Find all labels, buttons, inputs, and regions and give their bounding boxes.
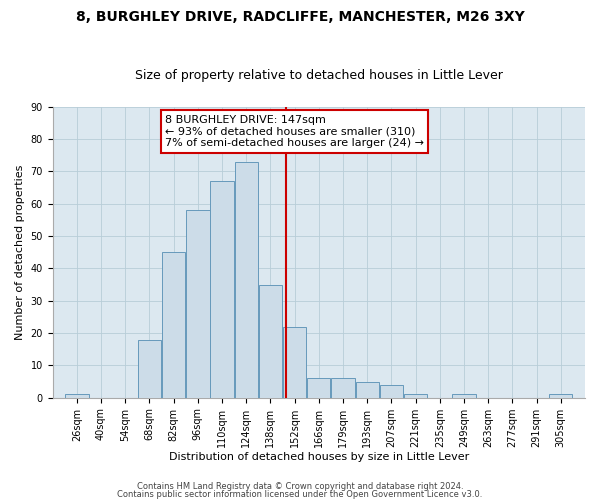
Bar — [283, 326, 306, 398]
Y-axis label: Number of detached properties: Number of detached properties — [15, 164, 25, 340]
Title: Size of property relative to detached houses in Little Lever: Size of property relative to detached ho… — [135, 69, 503, 82]
X-axis label: Distribution of detached houses by size in Little Lever: Distribution of detached houses by size … — [169, 452, 469, 462]
Text: Contains public sector information licensed under the Open Government Licence v3: Contains public sector information licen… — [118, 490, 482, 499]
Bar — [259, 284, 282, 398]
Bar — [331, 378, 355, 398]
Bar — [138, 340, 161, 398]
Bar — [356, 382, 379, 398]
Text: Contains HM Land Registry data © Crown copyright and database right 2024.: Contains HM Land Registry data © Crown c… — [137, 482, 463, 491]
Bar — [307, 378, 331, 398]
Bar — [452, 394, 476, 398]
Bar — [380, 385, 403, 398]
Bar — [186, 210, 209, 398]
Bar — [235, 162, 258, 398]
Bar — [211, 181, 234, 398]
Text: 8 BURGHLEY DRIVE: 147sqm
← 93% of detached houses are smaller (310)
7% of semi-d: 8 BURGHLEY DRIVE: 147sqm ← 93% of detach… — [165, 115, 424, 148]
Bar — [65, 394, 89, 398]
Text: 8, BURGHLEY DRIVE, RADCLIFFE, MANCHESTER, M26 3XY: 8, BURGHLEY DRIVE, RADCLIFFE, MANCHESTER… — [76, 10, 524, 24]
Bar — [404, 394, 427, 398]
Bar — [549, 394, 572, 398]
Bar — [162, 252, 185, 398]
